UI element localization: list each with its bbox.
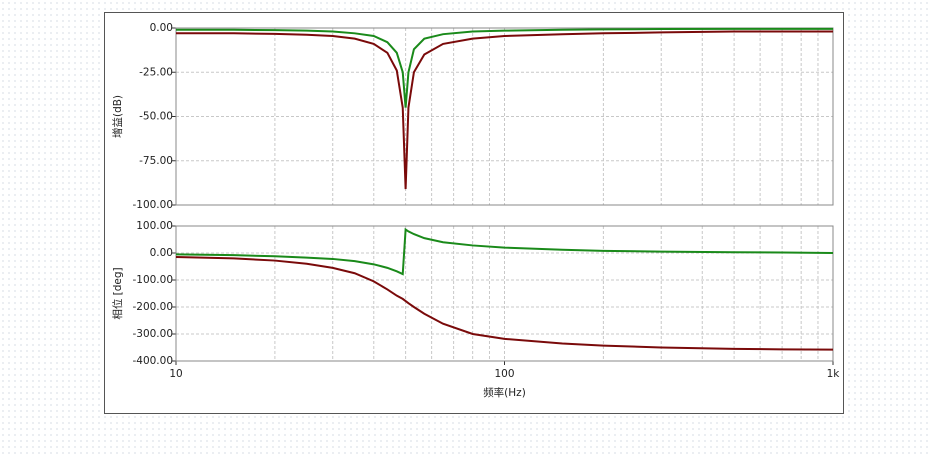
y-tick-label: -300.00 bbox=[132, 328, 173, 340]
y-axis-label: 增益(dB) bbox=[111, 95, 124, 138]
plot-border bbox=[175, 27, 834, 206]
y-tick-label: -50.00 bbox=[139, 111, 173, 123]
y-tick-label: -75.00 bbox=[139, 155, 173, 167]
x-tick-label: 100 bbox=[494, 368, 514, 380]
series-line bbox=[176, 30, 833, 190]
y-axis-label: 相位 [deg] bbox=[111, 267, 124, 319]
series-line bbox=[175, 256, 834, 351]
y-tick-label: -200.00 bbox=[132, 301, 173, 313]
y-tick-label: -100.00 bbox=[132, 274, 173, 286]
y-tick-label: 0.00 bbox=[150, 22, 173, 34]
x-axis-label: 频率(Hz) bbox=[483, 386, 526, 399]
x-tick-label: 1k bbox=[827, 368, 841, 380]
series-line bbox=[175, 227, 834, 276]
y-tick-label: -100.00 bbox=[132, 199, 173, 211]
plot-border bbox=[175, 225, 834, 362]
x-tick-label: 10 bbox=[169, 368, 182, 380]
y-tick-label: 100.00 bbox=[136, 220, 173, 232]
series-line bbox=[176, 27, 833, 108]
y-tick-label: -25.00 bbox=[139, 66, 173, 78]
y-tick-label: -400.00 bbox=[132, 355, 173, 367]
y-tick-label: 0.00 bbox=[150, 247, 173, 259]
